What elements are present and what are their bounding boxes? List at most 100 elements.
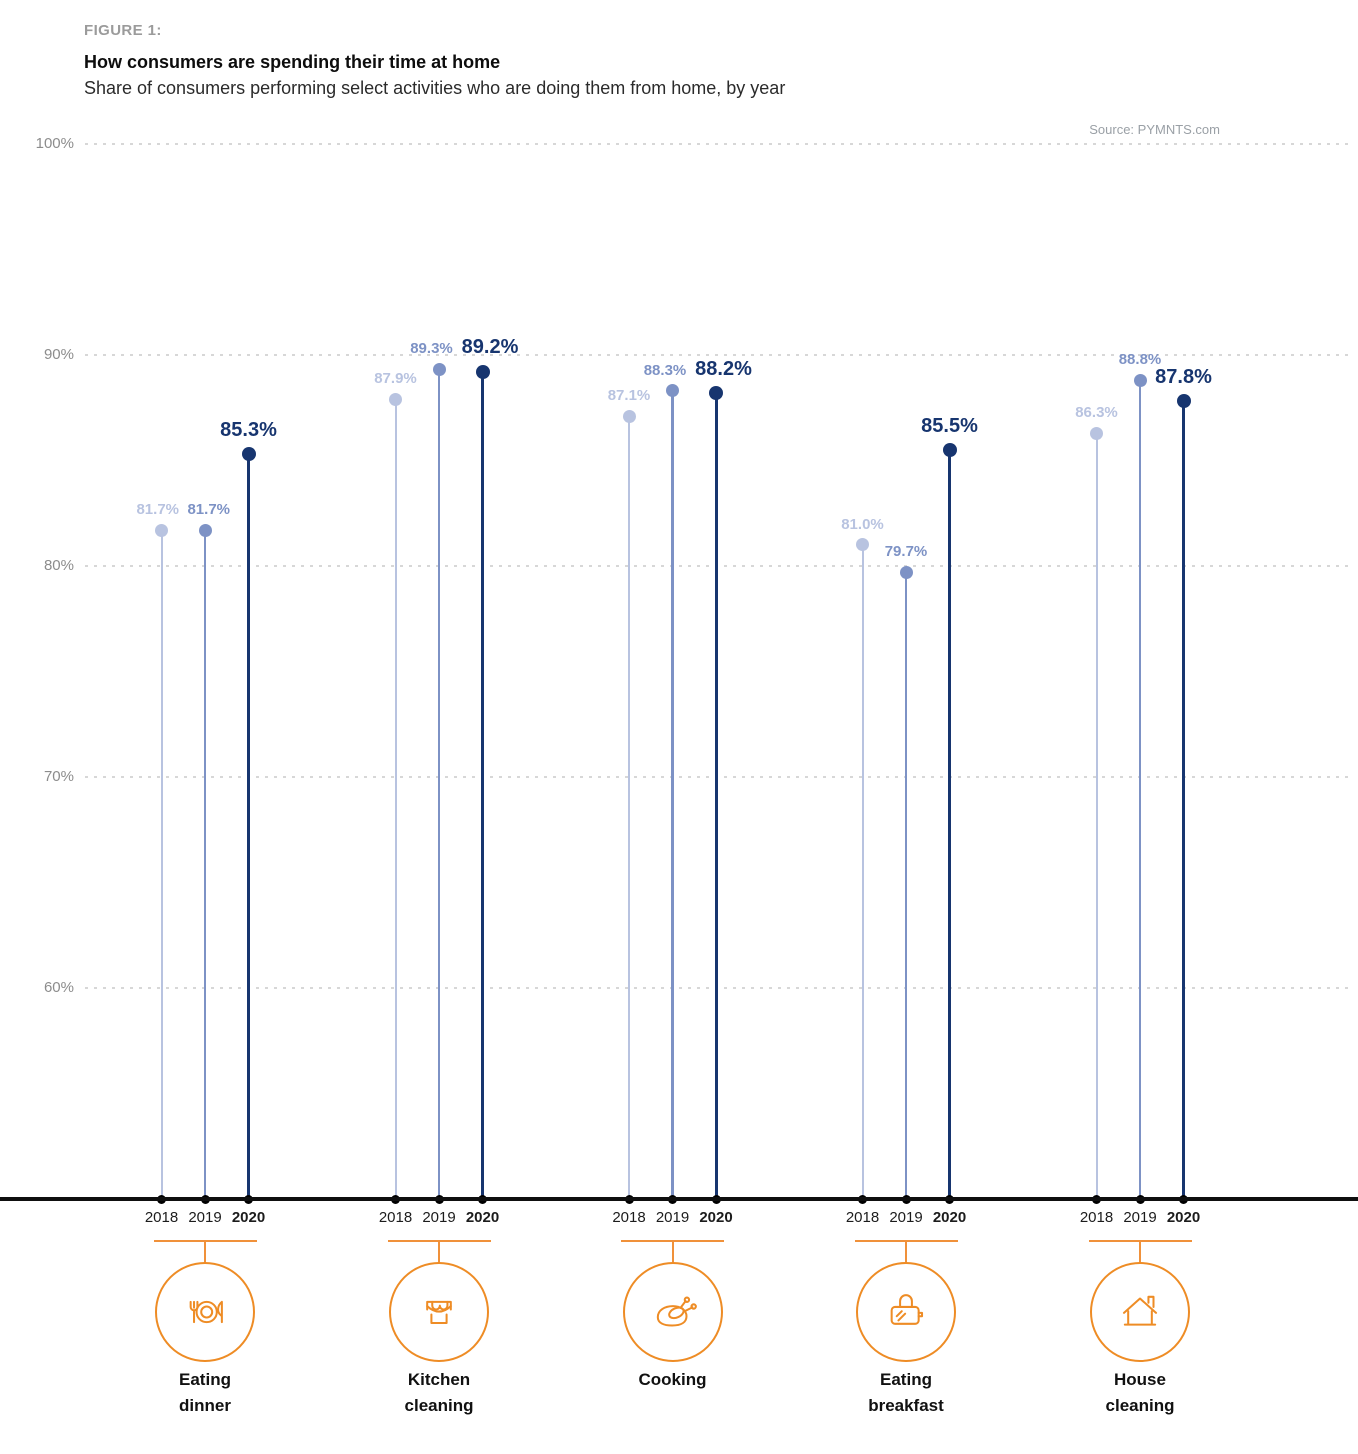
lollipop-dot-2018 (389, 392, 402, 406)
year-label-2018: 2018 (144, 1209, 179, 1226)
category-label-line: breakfast (868, 1396, 944, 1415)
category-icon-circle (622, 1262, 723, 1362)
lollipop-stem-2020 (1182, 401, 1185, 1199)
lollipop-dot-2019 (1133, 373, 1147, 387)
category-label-line: cleaning (1105, 1396, 1175, 1415)
year-label-2018: 2018 (1079, 1209, 1114, 1226)
chart-title: How consumers are spending their time at… (84, 52, 501, 72)
y-axis-tick-label: 80% (43, 557, 74, 574)
y-axis-tick-label: 100% (35, 135, 74, 152)
lollipop-stem-2018 (394, 399, 397, 1199)
y-axis-tick-label: 60% (43, 979, 74, 996)
lollipop-stem-2018 (628, 416, 630, 1199)
lollipop-stem-2020 (481, 371, 484, 1199)
value-label-2020: 89.2% (461, 336, 519, 359)
year-label-2020: 2020 (699, 1209, 733, 1226)
lollipop-stem-2019 (1138, 380, 1142, 1199)
year-label-2020: 2020 (932, 1209, 967, 1226)
lollipop-dot-2018 (856, 538, 869, 552)
value-label-2018: 87.1% (607, 386, 651, 404)
category-label: Kitchen cleaning (349, 1367, 529, 1419)
figure-number-label: FIGURE 1: (84, 22, 162, 39)
source-note: Source: PYMNTS.com (1089, 122, 1220, 137)
lollipop-dot-2020 (942, 442, 957, 457)
year-label-2020: 2020 (1166, 1209, 1201, 1226)
category-label-line: House (1114, 1370, 1166, 1389)
category-label: Eating dinner (115, 1367, 295, 1419)
year-label-2019: 2019 (1123, 1209, 1157, 1226)
category-bracket-stem (438, 1240, 440, 1264)
value-label-2020: 87.8% (1155, 366, 1212, 389)
category-label-line: Cooking (638, 1370, 707, 1389)
dinner-plate-icon (178, 1285, 232, 1339)
lollipop-stem-2019 (671, 390, 674, 1199)
toaster-icon (879, 1285, 933, 1339)
gridline-70 (85, 776, 1350, 778)
year-label-2020: 2020 (231, 1209, 266, 1226)
lollipop-stem-2018 (1095, 433, 1098, 1199)
lollipop-dot-2019 (899, 565, 913, 579)
value-label-2019: 88.8% (1118, 351, 1162, 369)
value-label-2019: 81.7% (187, 500, 231, 518)
year-label-2018: 2018 (612, 1209, 646, 1226)
category-bracket-stem (671, 1240, 674, 1264)
value-label-2018: 87.9% (374, 370, 417, 387)
year-label-2018: 2018 (378, 1209, 413, 1226)
y-axis-tick-label: 90% (43, 346, 74, 363)
value-label-2020: 85.3% (220, 418, 277, 441)
gridline-90 (85, 354, 1350, 356)
lollipop-stem-2019 (437, 369, 441, 1199)
category-label: House cleaning (1050, 1367, 1230, 1419)
lollipop-dot-2020 (241, 447, 256, 462)
year-label-2020: 2020 (465, 1209, 500, 1226)
category-label-line: Eating (880, 1370, 932, 1389)
lollipop-dot-2019 (432, 363, 446, 377)
value-label-2019: 88.3% (643, 361, 687, 379)
lollipop-dot-2020 (475, 364, 490, 379)
lollipop-dot-2020 (1176, 394, 1191, 409)
lollipop-stem-2020 (948, 449, 951, 1199)
x-axis-line (0, 1197, 1358, 1201)
value-label-2019: 89.3% (410, 340, 453, 358)
value-label-2020: 85.5% (921, 414, 978, 437)
lollipop-dot-2018 (155, 523, 168, 537)
category-label: Eating breakfast (816, 1367, 996, 1419)
lollipop-stem-2020 (247, 454, 250, 1199)
category-bracket-stem (204, 1240, 206, 1264)
category-icon-circle (155, 1262, 255, 1362)
lollipop-dot-2018 (622, 409, 636, 423)
lollipop-stem-2018 (160, 530, 163, 1199)
lollipop-stem-2019 (904, 572, 908, 1199)
lollipop-stem-2019 (203, 530, 207, 1199)
year-label-2019: 2019 (655, 1209, 690, 1226)
value-label-2020: 88.2% (695, 357, 752, 380)
category-label-line: Eating (179, 1370, 231, 1389)
roast-chicken-icon (646, 1285, 700, 1339)
category-bracket-stem (1139, 1240, 1141, 1264)
year-label-2019: 2019 (889, 1209, 923, 1226)
y-axis-tick-label: 70% (43, 768, 74, 785)
category-label-line: dinner (179, 1396, 231, 1415)
category-icon-circle (1090, 1262, 1190, 1362)
lollipop-dot-2019 (666, 384, 679, 398)
gridline-100 (85, 143, 1350, 145)
category-label-line: Kitchen (407, 1370, 471, 1389)
value-label-2018: 86.3% (1075, 403, 1118, 421)
cleaning-bucket-icon (412, 1285, 466, 1339)
category-icon-circle (389, 1262, 489, 1362)
category-label: Cooking (583, 1367, 763, 1393)
lollipop-stem-2020 (714, 392, 718, 1199)
value-label-2019: 79.7% (884, 543, 928, 561)
year-label-2019: 2019 (422, 1209, 456, 1226)
chart-subtitle: Share of consumers performing select act… (84, 78, 786, 98)
lollipop-stem-2018 (861, 544, 864, 1199)
category-bracket-stem (905, 1240, 907, 1264)
lollipop-dot-2019 (198, 523, 212, 537)
year-label-2019: 2019 (188, 1209, 222, 1226)
category-icon-circle (856, 1262, 956, 1362)
lollipop-dot-2018 (1090, 426, 1103, 440)
house-icon (1113, 1285, 1167, 1339)
value-label-2018: 81.0% (841, 515, 884, 533)
year-label-2018: 2018 (845, 1209, 880, 1226)
